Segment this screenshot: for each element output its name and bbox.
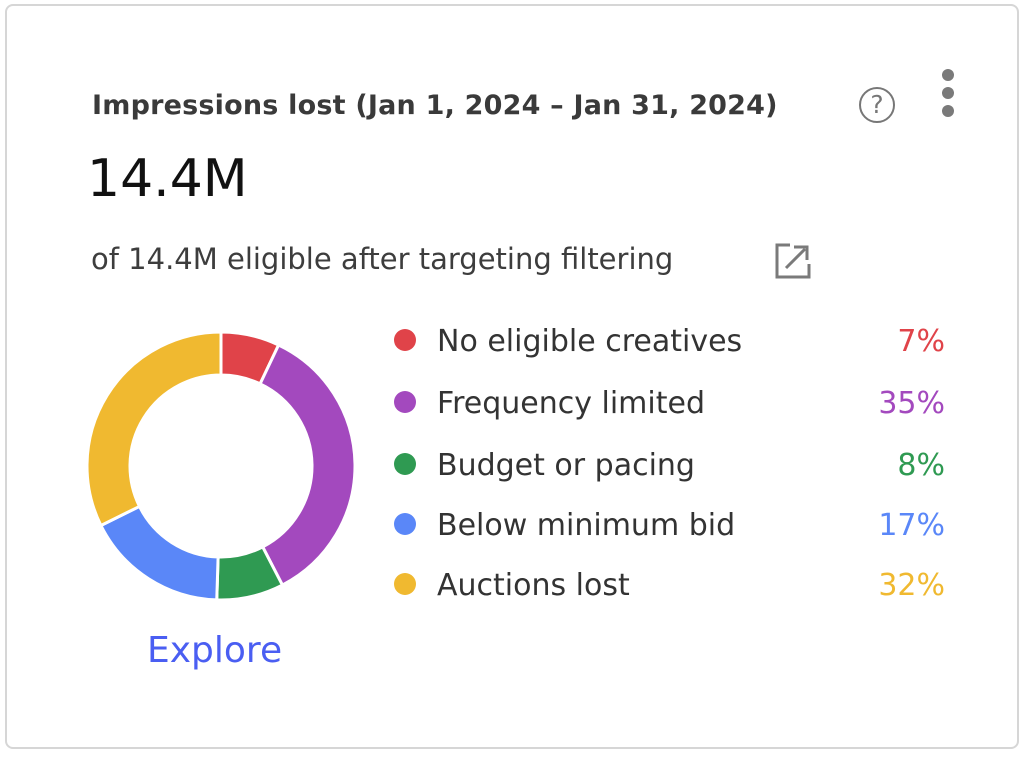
legend-dot-icon	[394, 391, 416, 413]
legend-value: 8%	[897, 448, 945, 483]
legend-label: Budget or pacing	[437, 448, 695, 483]
total-impressions-lost: 14.4M	[87, 149, 248, 209]
legend-value: 35%	[878, 386, 945, 421]
explore-link[interactable]: Explore	[147, 630, 283, 671]
legend-label: No eligible creatives	[437, 324, 743, 359]
eligible-subtitle: of 14.4M eligible after targeting filter…	[91, 242, 674, 276]
legend-value: 17%	[878, 508, 945, 543]
chart-legend: No eligible creatives 7% Frequency limited…	[393, 322, 945, 626]
legend-value: 7%	[897, 324, 945, 359]
legend-dot-icon	[394, 513, 416, 535]
more-vert-icon[interactable]	[937, 66, 959, 120]
legend-item: Auctions lost 32%	[393, 566, 945, 626]
legend-label: Auctions lost	[437, 568, 630, 603]
legend-dot-icon	[394, 573, 416, 595]
legend-item: Frequency limited 35%	[393, 384, 945, 446]
kebab-dot	[942, 69, 954, 81]
donut-slice-frequency-limited[interactable]	[258, 343, 357, 588]
kebab-dot	[942, 87, 954, 99]
help-circle-icon[interactable]: ?	[859, 87, 895, 123]
open-in-new-icon[interactable]	[774, 242, 812, 280]
legend-item: No eligible creatives 7%	[393, 322, 945, 384]
legend-dot-icon	[394, 453, 416, 475]
legend-dot-icon	[394, 329, 416, 351]
legend-label: Frequency limited	[437, 386, 706, 421]
legend-label: Below minimum bid	[437, 508, 736, 543]
donut-slice-below-minimum-bid[interactable]	[98, 504, 220, 602]
legend-item: Budget or pacing 8%	[393, 446, 945, 506]
donut-chart	[85, 330, 357, 602]
donut-slice-auctions-lost[interactable]	[85, 330, 223, 528]
legend-item: Below minimum bid 17%	[393, 506, 945, 566]
card-title: Impressions lost (Jan 1, 2024 – Jan 31, …	[92, 90, 778, 121]
kebab-dot	[942, 105, 954, 117]
legend-value: 32%	[878, 568, 945, 603]
impressions-lost-card: Impressions lost (Jan 1, 2024 – Jan 31, …	[5, 4, 1019, 749]
